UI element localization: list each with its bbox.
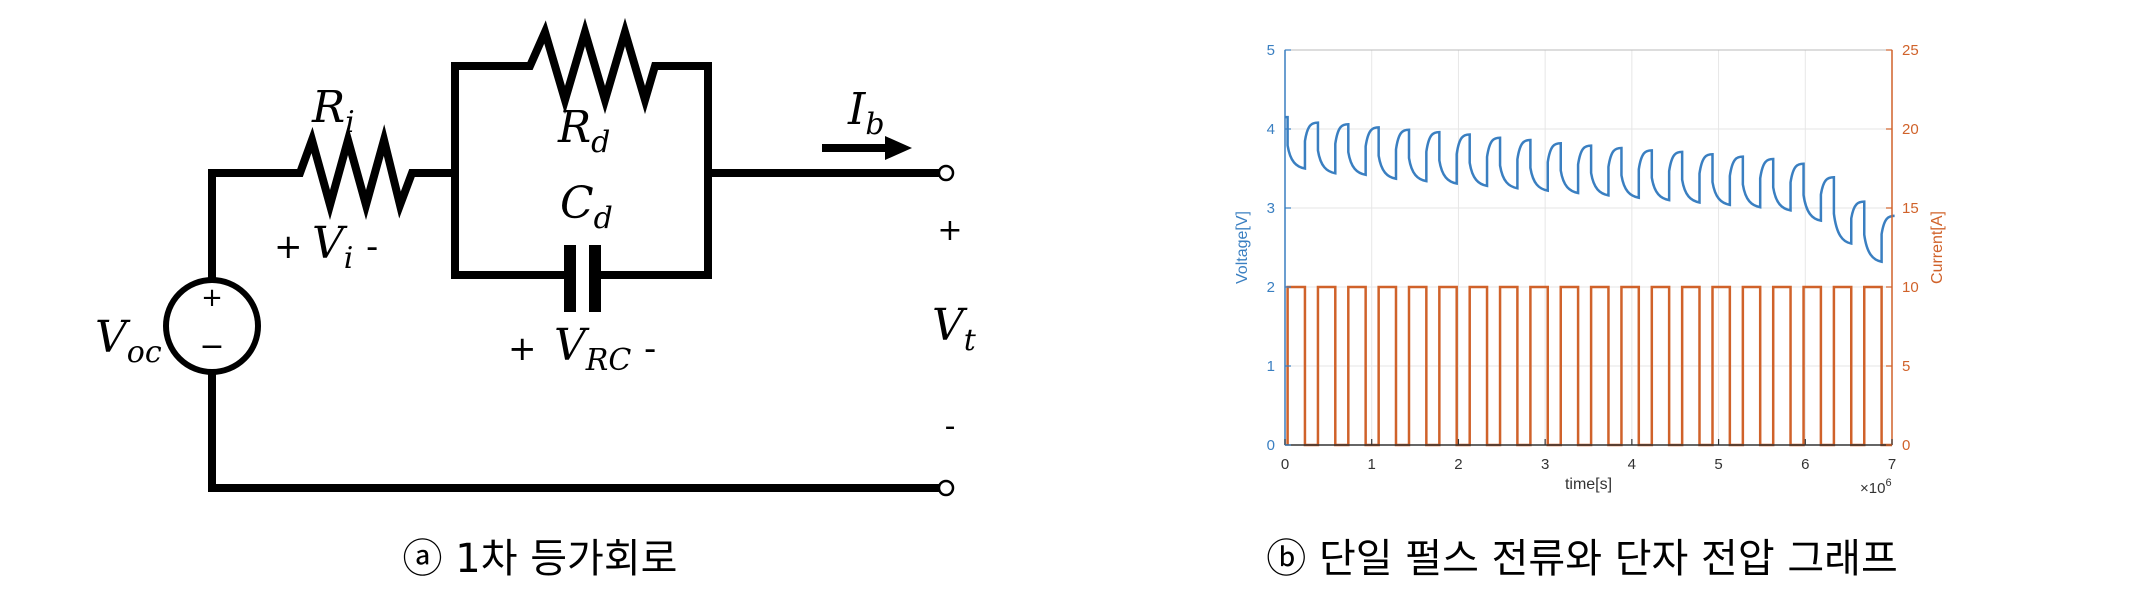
right-y-tick-label: 20: [1902, 121, 1919, 138]
label-ib: Ib: [847, 84, 885, 142]
x-tick-label: 6: [1801, 456, 1809, 473]
equivalent-circuit: + − Voc Ri Rd Cd Ib + Vi - + VRC - + Vt …: [95, 17, 977, 497]
label-vi: Vi: [312, 218, 353, 276]
right-y-tick-label: 25: [1902, 42, 1919, 59]
right-y-tick-label: 5: [1902, 358, 1910, 375]
right-y-axis-label: Current[A]: [1929, 211, 1946, 284]
x-tick-label: 1: [1368, 456, 1376, 473]
right-y-tick-label: 0: [1902, 437, 1910, 454]
x-tick-label: 7: [1888, 456, 1896, 473]
wire-cd-left: [451, 173, 566, 279]
x-axis-label: time[s]: [1565, 476, 1612, 493]
wire-bottom: [208, 372, 940, 492]
label-vi-minus: -: [366, 227, 378, 267]
left-y-tick-label: 3: [1267, 200, 1275, 217]
left-y-tick-label: 1: [1267, 358, 1275, 375]
right-y-tick-label: 15: [1902, 200, 1919, 217]
label-vrc: VRC: [554, 320, 631, 378]
x-axis-multiplier: ×106: [1860, 477, 1892, 497]
resistor-ri: [288, 124, 450, 220]
label-vi-plus: +: [274, 227, 303, 267]
x-tick-label: 3: [1541, 456, 1549, 473]
x-tick-label: 0: [1281, 456, 1289, 473]
label-ri: Ri: [311, 82, 355, 140]
caption-circuit: ⓐ 1차 등가회로: [403, 536, 678, 582]
left-y-axis-label: Voltage[V]: [1234, 211, 1251, 284]
plot-frame: [1284, 49, 1893, 446]
left-y-tick-label: 5: [1267, 42, 1275, 59]
x-tick-label: 2: [1454, 456, 1462, 473]
label-vt: Vt: [932, 300, 977, 358]
terminal-top: [937, 164, 955, 182]
label-vt-minus: -: [945, 409, 956, 444]
source-plus-sign: +: [201, 283, 223, 313]
wire-source-top: [208, 169, 288, 280]
right-y-tick-label: 10: [1902, 279, 1919, 296]
voltage-series-line: [1285, 115, 1895, 264]
source-minus-sign: −: [199, 329, 224, 364]
label-vrc-minus: -: [644, 329, 656, 369]
wire-rd-left: [450, 62, 520, 177]
terminal-bottom: [937, 479, 955, 497]
label-vrc-plus: +: [508, 329, 537, 369]
label-rd: Rd: [557, 102, 610, 160]
voltage-source: [163, 277, 261, 375]
left-y-tick-label: 4: [1267, 121, 1275, 138]
caption-chart: ⓑ 단일 펄스 전류와 단자 전압 그래프: [1266, 536, 1898, 582]
label-vt-plus: +: [937, 213, 962, 248]
resistor-rd: [520, 17, 712, 173]
x-tick-label: 5: [1714, 456, 1722, 473]
x-tick-label: 4: [1628, 456, 1636, 473]
chart-grid: [1284, 49, 1893, 446]
label-voc: Voc: [95, 312, 162, 370]
left-y-tick-label: 2: [1267, 279, 1275, 296]
current-arrow-head: [885, 136, 912, 160]
wire-cd-right: [599, 173, 712, 279]
label-cd: Cd: [560, 178, 613, 236]
left-y-tick-label: 0: [1267, 437, 1275, 454]
